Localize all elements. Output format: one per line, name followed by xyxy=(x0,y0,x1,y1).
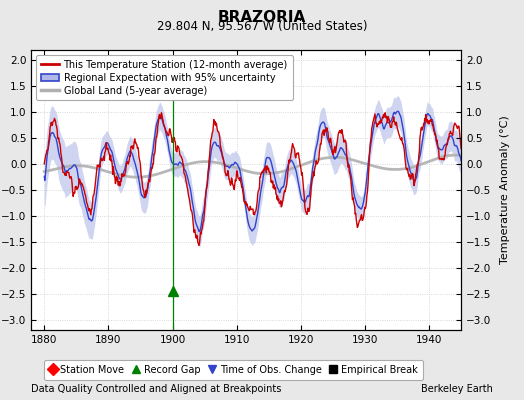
Text: Berkeley Earth: Berkeley Earth xyxy=(421,384,493,394)
Text: 29.804 N, 95.567 W (United States): 29.804 N, 95.567 W (United States) xyxy=(157,20,367,33)
Text: BRAZORIA: BRAZORIA xyxy=(218,10,306,25)
Y-axis label: Temperature Anomaly (°C): Temperature Anomaly (°C) xyxy=(500,116,510,264)
Legend: Station Move, Record Gap, Time of Obs. Change, Empirical Break: Station Move, Record Gap, Time of Obs. C… xyxy=(44,360,423,380)
Text: Data Quality Controlled and Aligned at Breakpoints: Data Quality Controlled and Aligned at B… xyxy=(31,384,282,394)
